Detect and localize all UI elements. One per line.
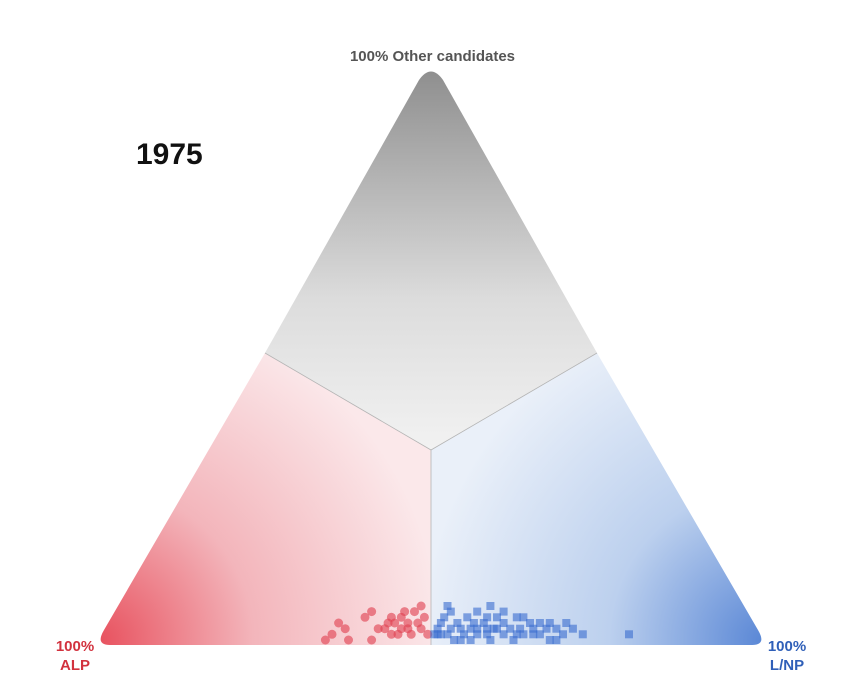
point-lnp <box>545 619 554 627</box>
point-lnp <box>578 630 587 639</box>
point-lnp <box>559 630 567 639</box>
point-lnp <box>486 636 495 644</box>
point-lnp <box>436 630 445 639</box>
point-lnp <box>483 630 492 639</box>
point-lnp <box>542 624 551 633</box>
point-lnp <box>493 613 501 622</box>
point-alp <box>386 629 396 639</box>
region-lnp <box>431 353 762 645</box>
point-lnp <box>552 624 561 633</box>
point-alp <box>344 635 353 645</box>
point-lnp <box>440 613 449 622</box>
point-lnp <box>625 630 633 639</box>
vertex-label-lnp-party: L/NP <box>769 657 805 674</box>
point-lnp <box>446 607 455 616</box>
region-alp <box>100 353 431 645</box>
vertex-label-alp: 100% ALP <box>40 637 110 675</box>
point-alp <box>416 624 426 634</box>
vertex-label-alp-percent: 100% <box>55 638 95 655</box>
point-lnp <box>499 630 508 639</box>
point-alp <box>320 635 330 645</box>
divider-left <box>264 352 432 451</box>
point-lnp <box>446 624 455 633</box>
point-lnp <box>493 624 501 633</box>
year-label: 1975 <box>136 138 203 171</box>
point-lnp <box>460 630 468 639</box>
data-points <box>320 601 633 645</box>
point-alp <box>403 618 413 628</box>
point-lnp <box>469 619 478 627</box>
point-lnp <box>486 602 495 610</box>
region-other <box>265 71 597 450</box>
vertex-label-lnp: 100% L/NP <box>752 637 822 675</box>
point-lnp <box>535 619 544 627</box>
point-lnp <box>463 613 472 622</box>
point-lnp <box>509 636 518 644</box>
point-alp <box>373 624 383 634</box>
point-alp <box>400 607 410 617</box>
point-alp <box>327 629 337 639</box>
point-lnp <box>483 613 492 622</box>
point-alp <box>367 607 377 617</box>
point-alp <box>396 624 406 634</box>
point-lnp <box>466 636 475 644</box>
point-alp <box>406 629 416 639</box>
regions <box>100 71 762 645</box>
point-lnp <box>456 636 465 644</box>
point-lnp <box>516 624 525 633</box>
point-lnp <box>433 624 442 633</box>
point-lnp <box>499 619 508 627</box>
vertex-label-lnp-percent: 100% <box>767 638 807 655</box>
point-alp <box>334 618 344 628</box>
vertex-label-alp-party: ALP <box>60 657 90 674</box>
point-alp <box>410 607 419 617</box>
point-lnp <box>483 624 492 633</box>
point-lnp <box>473 624 482 633</box>
point-lnp <box>512 613 521 622</box>
point-lnp <box>506 624 515 633</box>
point-lnp <box>562 619 571 627</box>
point-lnp <box>529 630 538 639</box>
point-alp <box>390 618 400 628</box>
point-alp <box>380 624 390 634</box>
point-alp <box>423 629 433 639</box>
point-lnp <box>453 619 462 627</box>
point-alp <box>367 635 377 645</box>
point-alp <box>340 624 350 634</box>
divider-right <box>430 352 598 451</box>
point-lnp <box>545 636 554 644</box>
point-lnp <box>450 636 459 644</box>
point-lnp <box>473 607 482 616</box>
point-lnp <box>443 630 452 639</box>
point-lnp <box>568 624 577 633</box>
point-alp <box>416 601 426 611</box>
point-lnp <box>512 630 521 639</box>
point-lnp <box>473 630 482 639</box>
point-lnp <box>535 630 544 639</box>
point-lnp <box>466 624 475 633</box>
point-lnp <box>529 624 538 633</box>
vertex-label-other: 100% Other candidates <box>349 48 516 65</box>
region-dividers <box>264 352 598 645</box>
point-lnp <box>519 630 528 639</box>
point-alp <box>360 612 370 622</box>
point-lnp <box>552 636 561 644</box>
point-alp <box>419 612 429 622</box>
point-lnp <box>456 624 465 633</box>
point-lnp <box>443 602 452 610</box>
point-lnp <box>479 619 488 627</box>
point-lnp <box>526 619 534 627</box>
point-lnp <box>499 607 508 616</box>
point-lnp <box>436 619 445 627</box>
point-lnp <box>519 613 528 622</box>
